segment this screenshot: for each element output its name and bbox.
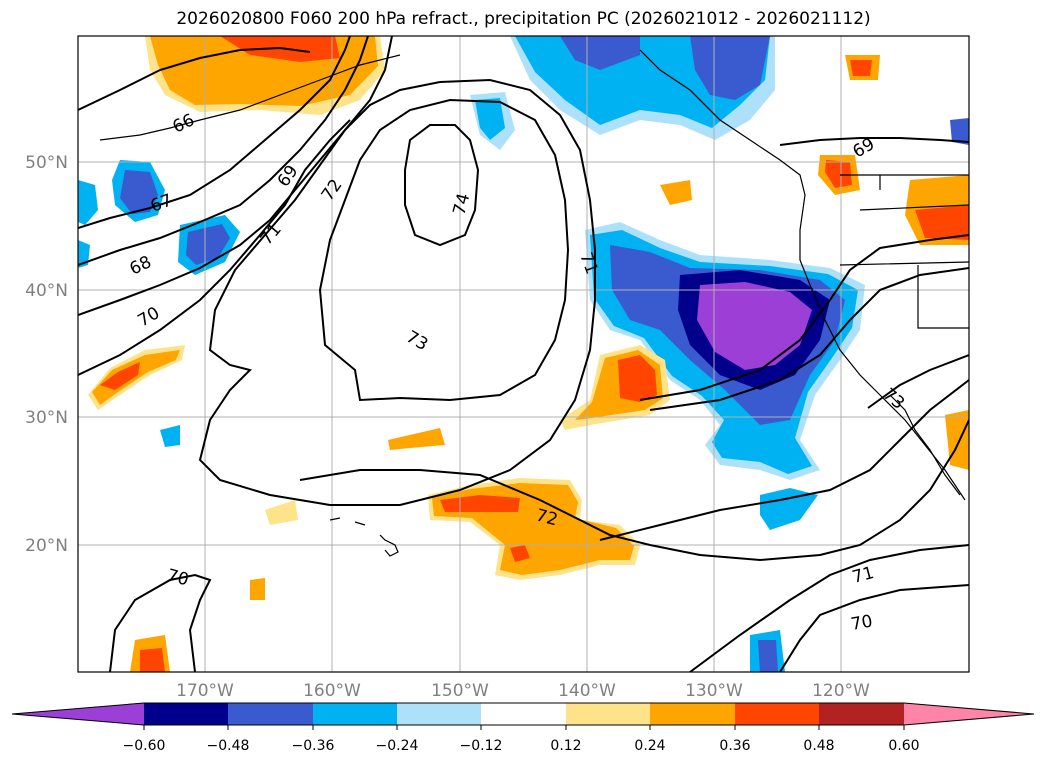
colorbar-tick-label: 0.12 (550, 738, 581, 754)
lon-label: 140°W (558, 681, 616, 701)
contour-label: 70 (849, 611, 874, 634)
graticule (78, 36, 969, 672)
colorbar-tick-label: 0.24 (634, 738, 665, 754)
figure-title: 2026020800 F060 200 hPa refract., precip… (176, 9, 871, 29)
colorbar-tick-label: 0.60 (888, 738, 919, 754)
colorbar-tick-label: 0.48 (803, 738, 834, 754)
colorbar-segment (481, 703, 566, 725)
longitude-labels: 170°W 160°W 150°W 140°W 130°W 120°W (176, 681, 870, 701)
colorbar-tick-label: 0.36 (719, 738, 750, 754)
colorbar-segment (228, 703, 313, 725)
map-frame (77, 35, 970, 673)
colorbar-segment (397, 703, 481, 725)
lon-label: 150°W (431, 681, 489, 701)
colorbar-segment (313, 703, 397, 725)
colorbar-segment (566, 703, 650, 725)
colorbar-tick-label: −0.12 (460, 738, 503, 754)
lat-label: 30°N (25, 408, 68, 428)
colorbar: −0.60 −0.48 −0.36 −0.24 −0.12 0.12 0.24 … (11, 702, 1035, 754)
lat-label: 50°N (25, 153, 68, 173)
colorbar-tick-label: −0.24 (376, 738, 419, 754)
colorbar-segment (735, 703, 819, 725)
lat-label: 20°N (25, 536, 68, 556)
colorbar-tick-label: −0.36 (292, 738, 335, 754)
colorbar-segment (144, 703, 228, 725)
colorbar-segment (819, 703, 904, 725)
map-plot-area: 66 67 68 69 70 71 72 73 74 71 72 73 69 7… (78, 36, 969, 672)
colorbar-extend-min (12, 703, 144, 725)
colorbar-segment (650, 703, 735, 725)
colorbar-extend-max (904, 703, 1034, 725)
lat-label: 40°N (25, 281, 68, 301)
coastlines (99, 49, 969, 557)
lon-label: 120°W (812, 681, 870, 701)
colorbar-tick-label: −0.48 (207, 738, 250, 754)
colorbar-tick-label: −0.60 (123, 738, 166, 754)
lon-label: 160°W (303, 681, 361, 701)
height-contours (78, 36, 969, 672)
latitude-labels: 50°N 40°N 30°N 20°N (25, 153, 68, 556)
lon-label: 130°W (685, 681, 743, 701)
lon-label: 170°W (176, 681, 234, 701)
